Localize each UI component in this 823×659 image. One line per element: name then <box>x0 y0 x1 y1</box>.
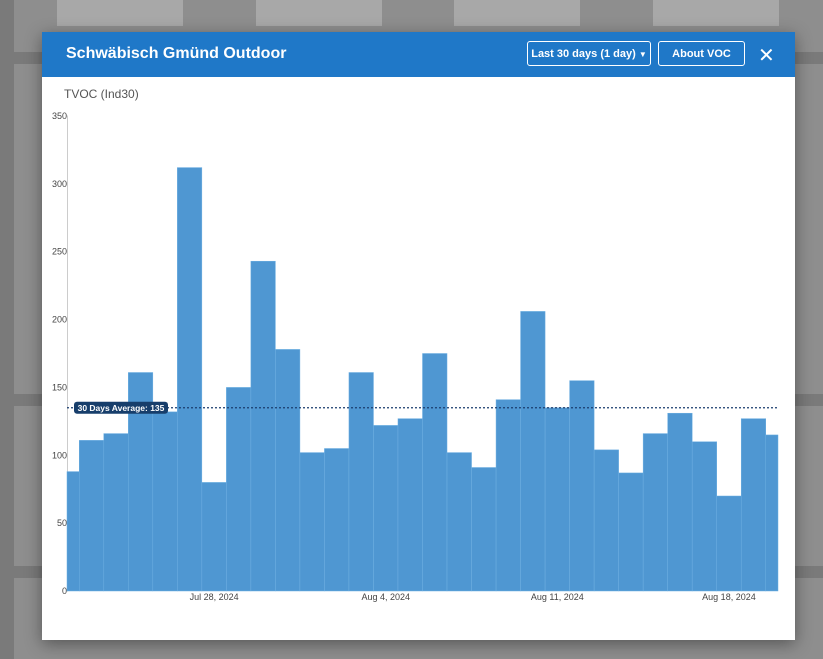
bar <box>716 495 742 592</box>
y-tick-label: 0 <box>62 586 67 596</box>
modal-title: Schwäbisch Gmünd Outdoor <box>66 45 287 62</box>
bar <box>177 167 203 592</box>
bar <box>740 418 766 592</box>
bar <box>103 433 129 592</box>
bar <box>226 387 252 592</box>
bar <box>667 412 693 592</box>
chart: TVOC (Ind30) 0 50 100 150 200 250 300 350 Jul 28… <box>52 87 779 602</box>
bar <box>397 418 423 592</box>
bar <box>299 452 325 592</box>
about-button[interactable]: About VOC <box>658 41 745 66</box>
range-select-label: Last 30 days (1 day) <box>531 48 636 60</box>
x-tick-label: Aug 18, 2024 <box>702 592 756 602</box>
bar <box>765 434 779 592</box>
background-thumb <box>57 0 183 26</box>
y-tick-label: 250 <box>52 247 67 257</box>
bar <box>446 452 472 592</box>
modal: Schwäbisch Gmünd Outdoor Last 30 days (1… <box>42 32 795 640</box>
background-thumb <box>454 0 580 26</box>
bar <box>324 448 350 592</box>
y-tick-label: 200 <box>52 315 67 325</box>
range-select[interactable]: Last 30 days (1 day) ▼ <box>527 41 651 66</box>
y-tick-label: 300 <box>52 179 67 189</box>
bar <box>691 441 717 592</box>
x-tick-label: Aug 4, 2024 <box>361 592 410 602</box>
bar <box>520 311 546 592</box>
y-tick-label: 50 <box>57 518 67 528</box>
modal-header: Schwäbisch Gmünd Outdoor Last 30 days (1… <box>42 32 795 77</box>
background-thumb <box>256 0 382 26</box>
bar <box>544 407 570 592</box>
y-axis-label: TVOC (Ind30) <box>64 87 139 101</box>
bar <box>569 380 595 592</box>
bar <box>642 433 668 592</box>
bar <box>79 440 105 592</box>
y-tick-label: 150 <box>52 382 67 392</box>
y-tick-label: 100 <box>52 450 67 460</box>
bar <box>422 353 448 592</box>
bar <box>275 349 301 592</box>
bar <box>348 372 374 592</box>
bar <box>66 471 80 592</box>
bar <box>250 260 276 592</box>
x-tick-label: Aug 11, 2024 <box>531 592 584 602</box>
bar <box>495 399 521 592</box>
bar <box>373 425 399 592</box>
y-tick-label: 350 <box>52 111 67 121</box>
average-label-box <box>74 401 168 414</box>
bar <box>471 467 497 592</box>
bar <box>201 482 227 592</box>
bar <box>618 472 644 592</box>
background-thumb <box>653 0 779 26</box>
x-tick-label: Jul 28, 2024 <box>190 592 239 602</box>
average-label: 30 Days Average: 135 <box>78 403 165 413</box>
bar <box>593 449 619 592</box>
close-button[interactable]: ✕ <box>758 45 775 67</box>
bar <box>152 411 178 592</box>
